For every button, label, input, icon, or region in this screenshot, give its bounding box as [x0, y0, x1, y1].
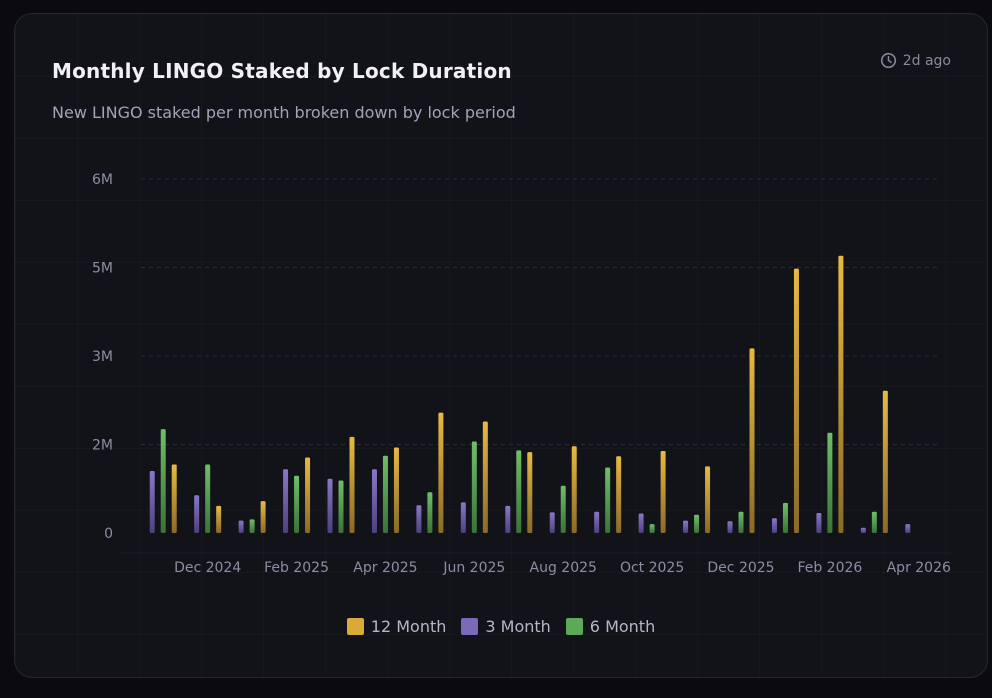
- bar-3-month-aug-2025[interactable]: [549, 512, 555, 533]
- bar-3-month-mar-2025[interactable]: [327, 478, 333, 533]
- legend-item-3-month[interactable]: 3 Month: [461, 617, 551, 636]
- bar-12-month-may-2025[interactable]: [438, 412, 444, 533]
- x-tick-label: Feb 2025: [264, 560, 329, 576]
- legend-item-6-month[interactable]: 6 Month: [565, 617, 656, 636]
- last-updated: 2d ago: [880, 52, 951, 69]
- bar-12-month-sep-2025[interactable]: [616, 456, 622, 533]
- y-tick-label: 0: [104, 526, 113, 542]
- bar-3-month-apr-2025[interactable]: [371, 469, 377, 533]
- bar-6-month-feb-2025[interactable]: [294, 475, 300, 533]
- bar-6-month-oct-2025[interactable]: [649, 524, 655, 533]
- bar-12-month-apr-2025[interactable]: [393, 447, 399, 533]
- bar-12-month-oct-2025[interactable]: [660, 450, 666, 533]
- bar-3-month-may-2025[interactable]: [416, 505, 422, 533]
- bar-12-month-feb-2025[interactable]: [305, 457, 311, 533]
- bar-3-month-feb-2026[interactable]: [816, 512, 822, 533]
- grid: [121, 178, 951, 554]
- bar-6-month-nov-2024[interactable]: [160, 429, 166, 533]
- bars: [149, 255, 911, 533]
- x-tick-label: Dec 2025: [707, 560, 774, 576]
- bar-6-month-apr-2025[interactable]: [382, 455, 388, 533]
- y-tick-label: 6M: [92, 172, 113, 188]
- bar-3-month-jul-2025[interactable]: [505, 505, 511, 533]
- y-axis: 0 2M 3M 5M 6M: [92, 172, 113, 542]
- chart-subtitle: New LINGO staked per month broken down b…: [52, 103, 516, 122]
- bar-12-month-aug-2025[interactable]: [571, 446, 577, 533]
- bar-6-month-may-2025[interactable]: [427, 492, 433, 533]
- bar-6-month-nov-2025[interactable]: [694, 514, 700, 533]
- bar-3-month-nov-2025[interactable]: [683, 520, 689, 533]
- y-tick-label: 2M: [92, 438, 113, 454]
- bar-3-month-sep-2025[interactable]: [594, 511, 600, 533]
- bar-12-month-nov-2024[interactable]: [171, 464, 177, 533]
- bar-6-month-mar-2025[interactable]: [338, 480, 344, 533]
- bar-6-month-sep-2025[interactable]: [605, 467, 611, 533]
- chart-card: Monthly LINGO Staked by Lock Duration Ne…: [14, 13, 988, 678]
- bar-6-month-jul-2025[interactable]: [516, 450, 522, 533]
- bar-12-month-nov-2025[interactable]: [705, 466, 711, 533]
- bar-12-month-jan-2026[interactable]: [793, 268, 799, 533]
- bar-6-month-jun-2025[interactable]: [471, 441, 477, 533]
- x-axis: Dec 2024 Feb 2025 Apr 2025 Jun 2025 Aug 2025…: [174, 560, 951, 576]
- x-tick-label: Apr 2026: [887, 560, 951, 576]
- bar-3-month-jan-2026[interactable]: [771, 518, 777, 533]
- bar-6-month-dec-2024[interactable]: [205, 464, 211, 533]
- bar-12-month-mar-2026[interactable]: [882, 390, 888, 533]
- bar-6-month-feb-2026[interactable]: [827, 432, 833, 533]
- bar-6-month-mar-2026[interactable]: [871, 511, 877, 533]
- bar-3-month-apr-2026[interactable]: [905, 524, 911, 533]
- y-tick-label: 3M: [92, 349, 113, 365]
- legend-swatch: [461, 618, 479, 635]
- bar-6-month-aug-2025[interactable]: [560, 485, 566, 533]
- chart-title: Monthly LINGO Staked by Lock Duration: [52, 59, 512, 83]
- bar-12-month-dec-2024[interactable]: [216, 505, 222, 533]
- bar-3-month-feb-2025[interactable]: [283, 469, 289, 533]
- bar-3-month-dec-2025[interactable]: [727, 521, 733, 533]
- bar-12-month-jan-2025[interactable]: [260, 501, 266, 533]
- bar-6-month-dec-2025[interactable]: [738, 511, 744, 533]
- clock-icon: [880, 52, 896, 69]
- last-updated-text: 2d ago: [902, 52, 951, 69]
- x-tick-label: Oct 2025: [620, 560, 684, 576]
- bar-3-month-jun-2025[interactable]: [460, 502, 466, 533]
- bar-3-month-dec-2024[interactable]: [194, 495, 200, 533]
- x-tick-label: Jun 2025: [442, 560, 505, 576]
- bar-6-month-jan-2025[interactable]: [249, 519, 255, 533]
- bar-12-month-jul-2025[interactable]: [527, 452, 533, 533]
- bar-3-month-mar-2026[interactable]: [860, 527, 866, 533]
- bar-12-month-jun-2025[interactable]: [482, 421, 488, 533]
- bar-3-month-jan-2025[interactable]: [238, 520, 244, 533]
- bar-6-month-jan-2026[interactable]: [782, 502, 788, 533]
- x-tick-label: Feb 2026: [797, 560, 862, 576]
- bar-3-month-nov-2024[interactable]: [149, 471, 155, 533]
- legend-label: 6 Month: [589, 617, 656, 636]
- legend: 12 Month 3 Month 6 Month: [15, 617, 987, 636]
- x-tick-label: Dec 2024: [174, 560, 241, 576]
- x-tick-label: Aug 2025: [530, 560, 597, 576]
- legend-label: 12 Month: [370, 617, 447, 636]
- x-tick-label: Apr 2025: [353, 560, 417, 576]
- legend-item-12-month[interactable]: 12 Month: [346, 617, 447, 636]
- bar-3-month-oct-2025[interactable]: [638, 513, 644, 533]
- bar-12-month-dec-2025[interactable]: [749, 348, 755, 533]
- bar-12-month-mar-2025[interactable]: [349, 436, 355, 533]
- bar-12-month-feb-2026[interactable]: [838, 255, 844, 533]
- legend-swatch: [346, 618, 364, 635]
- y-tick-label: 5M: [92, 261, 113, 277]
- bar-chart: 0 2M 3M 5M 6M Dec 2024 Feb 2025 Apr 2025 Jun 20…: [92, 172, 951, 576]
- legend-swatch: [565, 618, 583, 635]
- legend-label: 3 Month: [485, 617, 551, 636]
